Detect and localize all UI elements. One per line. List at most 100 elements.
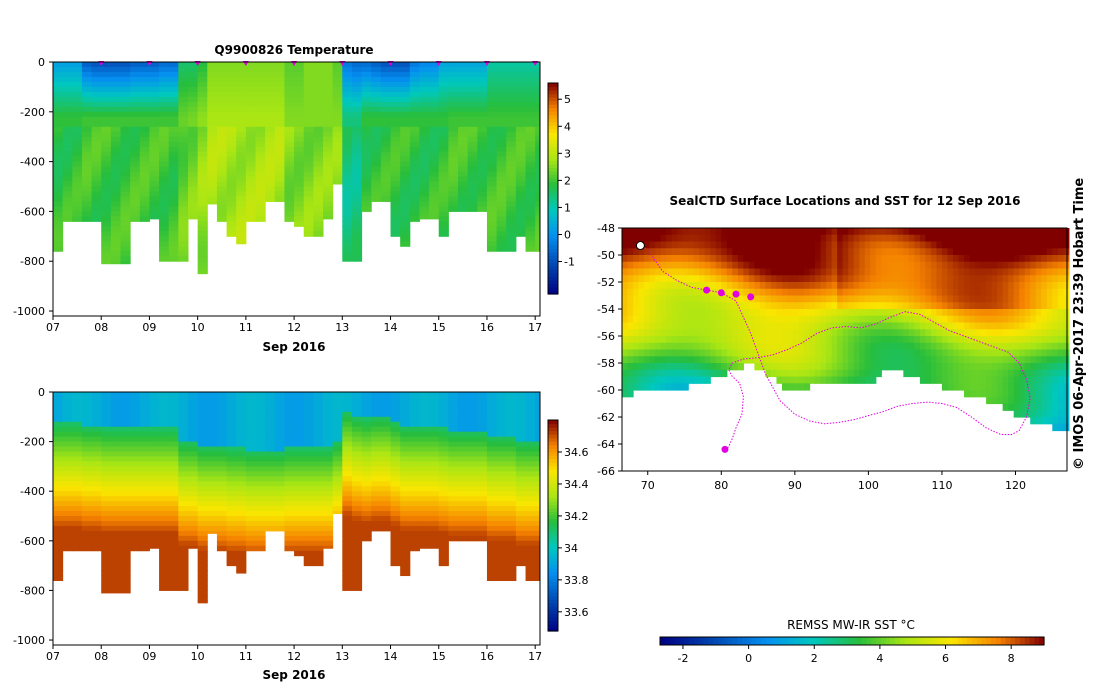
temperature-cell xyxy=(506,101,517,108)
salinity-cell xyxy=(294,441,305,448)
salinity-cell xyxy=(351,486,363,492)
temperature-cell xyxy=(409,146,420,153)
sst-cell xyxy=(644,268,651,276)
temperature-cell xyxy=(255,86,266,93)
salinity-cell xyxy=(91,456,102,462)
sst-cell xyxy=(754,295,761,303)
salinity-cell xyxy=(188,421,199,428)
temperature-cell xyxy=(207,66,218,73)
salinity-cell xyxy=(274,431,285,438)
temperature-cell xyxy=(496,161,507,168)
sst-cell xyxy=(743,248,750,256)
temperature-cell xyxy=(535,226,541,232)
salinity-cell xyxy=(274,461,285,467)
temperature-cell xyxy=(515,216,527,222)
salinity-cell xyxy=(149,540,160,547)
salinity-cell xyxy=(139,530,150,537)
temperature-cell xyxy=(323,216,334,220)
salinity-cell xyxy=(506,461,517,467)
temperature-cell xyxy=(390,231,401,237)
salinity-cell xyxy=(458,456,469,462)
temperature-cell xyxy=(62,146,73,153)
salinity-cell xyxy=(197,550,208,557)
salinity-cell xyxy=(159,401,170,408)
salinity-cell xyxy=(448,501,459,507)
temperature-cell xyxy=(178,96,189,103)
temperature-cell xyxy=(409,161,420,168)
temperature-cell xyxy=(486,191,498,197)
temperature-cell xyxy=(477,196,488,202)
salinity-cell xyxy=(419,421,430,428)
sst-cell xyxy=(793,369,800,378)
temperature-cell xyxy=(62,156,73,163)
temperature-cell xyxy=(110,246,122,252)
sst-cell xyxy=(660,342,667,351)
salinity-cell xyxy=(429,471,440,477)
salinity-cell xyxy=(458,506,469,512)
salinity-cell xyxy=(284,525,295,532)
sst-cell xyxy=(826,336,833,344)
temperature-cell xyxy=(419,86,430,93)
salinity-cell xyxy=(313,555,324,562)
temperature-cell xyxy=(390,176,401,183)
salinity-cell xyxy=(323,501,334,507)
sst-cell xyxy=(842,309,849,317)
temperature-cell xyxy=(351,226,363,232)
temperature-cell xyxy=(525,206,536,212)
salinity-cell xyxy=(294,436,305,443)
temperature-cell xyxy=(130,186,141,192)
temperature-colorbar-swatch xyxy=(548,86,558,91)
temperature-cell xyxy=(245,151,257,158)
temperature-cell xyxy=(159,161,170,168)
temperature-cell xyxy=(323,71,334,78)
salinity-cell xyxy=(371,451,382,457)
temperature-cell xyxy=(371,141,382,148)
temperature-cell xyxy=(284,151,295,158)
temperature-cell xyxy=(226,191,237,197)
temperature-cell xyxy=(91,121,102,128)
temperature-cell xyxy=(197,141,208,148)
temperature-cell xyxy=(188,156,199,163)
salinity-cell xyxy=(486,426,498,433)
salinity-cell xyxy=(255,471,266,477)
sst-cell xyxy=(743,302,750,310)
temperature-cell xyxy=(178,156,189,163)
salinity-cell xyxy=(486,540,498,547)
temperature-cell xyxy=(448,136,459,143)
temperature-cell xyxy=(351,216,363,222)
temperature-cell xyxy=(284,86,295,93)
sst-cell xyxy=(633,356,640,364)
temperature-cell xyxy=(91,211,102,217)
sst-cell xyxy=(870,329,877,337)
temperature-cell xyxy=(294,176,305,183)
salinity-cell xyxy=(313,411,324,418)
sst-cell xyxy=(875,255,882,263)
sst-cell xyxy=(804,329,811,337)
salinity-cell xyxy=(419,535,430,542)
temperature-cell xyxy=(197,161,208,168)
salinity-cell xyxy=(303,560,314,567)
temperature-cell xyxy=(400,71,411,78)
temperature-cell xyxy=(535,201,541,207)
temperature-cell xyxy=(525,126,536,133)
sst-cell xyxy=(886,248,893,256)
sst-cell xyxy=(770,329,778,337)
temperature-cell xyxy=(351,246,363,252)
temperature-cell xyxy=(477,116,488,123)
salinity-cell xyxy=(525,421,536,428)
salinity-cell xyxy=(400,396,411,403)
temperature-cell xyxy=(236,176,247,183)
salinity-cell xyxy=(380,421,392,428)
sst-cell xyxy=(633,234,640,243)
salinity-colorbar-tick-label: 34.2 xyxy=(564,510,589,523)
salinity-cell xyxy=(120,411,131,418)
temperature-cell xyxy=(226,91,237,98)
sst-cell xyxy=(820,322,827,330)
temperature-cell xyxy=(216,81,228,88)
temperature-cell xyxy=(438,176,449,183)
salinity-cell xyxy=(390,491,401,497)
sst-cell xyxy=(903,255,910,263)
temperature-cell xyxy=(400,131,411,138)
salinity-cell xyxy=(274,456,285,462)
sst-cell xyxy=(781,315,789,324)
